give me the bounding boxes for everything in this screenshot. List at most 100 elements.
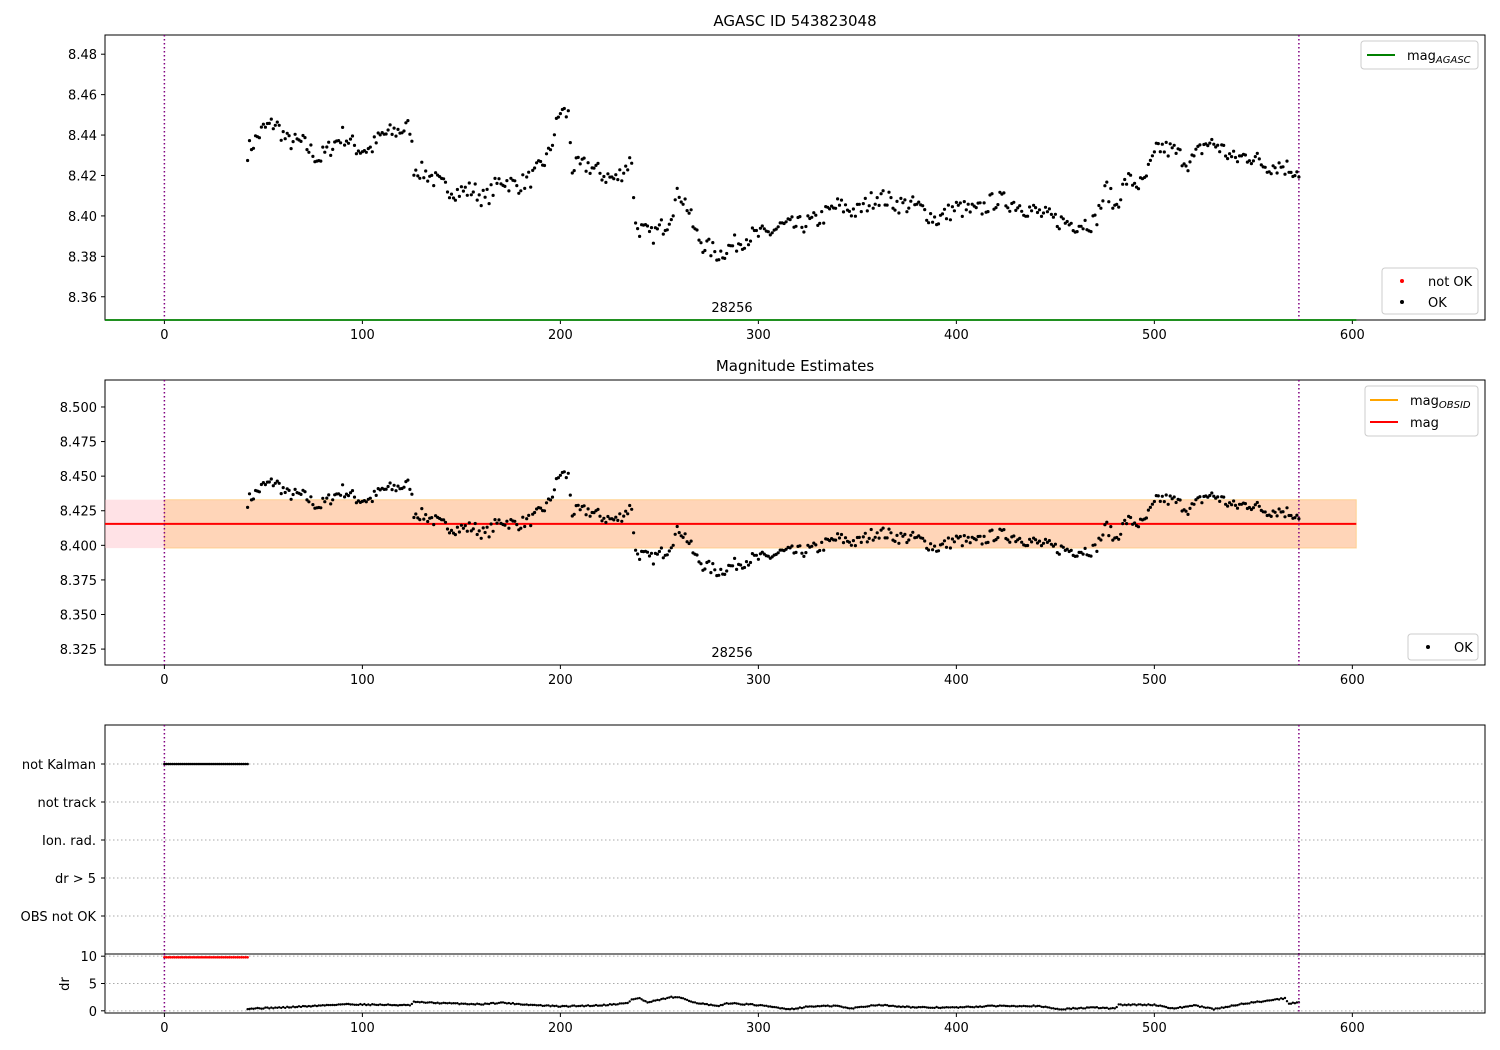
dr-point	[440, 1002, 443, 1005]
data-point	[527, 170, 531, 174]
data-point	[624, 164, 628, 168]
data-point	[1034, 206, 1038, 210]
data-point	[665, 553, 669, 557]
dr-point	[400, 1003, 404, 1007]
dr-not-ok-point	[192, 956, 196, 959]
flag-label: not track	[37, 796, 96, 811]
data-point	[673, 532, 677, 536]
data-point	[962, 200, 966, 204]
y-tick-label: 8.375	[60, 574, 97, 589]
dr-not-ok-point	[167, 956, 170, 959]
dr-not-ok-point	[212, 956, 216, 959]
panel-magnitude-annotation: 28256	[711, 646, 752, 661]
dr-point	[893, 1005, 897, 1008]
y-tick-label: 10	[80, 950, 97, 965]
data-point	[964, 208, 968, 212]
x-tick-label: 300	[746, 328, 771, 343]
data-point	[828, 207, 832, 211]
legend-frame	[1360, 40, 1479, 70]
data-point	[350, 489, 355, 493]
data-point	[533, 166, 537, 170]
flag-point	[175, 762, 178, 766]
data-point	[491, 529, 495, 533]
data-point	[495, 521, 499, 525]
data-point	[491, 193, 495, 197]
dr-point	[563, 1004, 566, 1008]
dr-point	[476, 1002, 479, 1005]
data-point	[1285, 506, 1289, 510]
data-point	[327, 140, 331, 144]
data-point	[1168, 494, 1172, 498]
data-point	[275, 120, 279, 124]
dr-point	[984, 1004, 988, 1008]
dr-point	[731, 1002, 734, 1005]
data-point	[960, 214, 964, 218]
data-point	[901, 534, 905, 538]
dr-point	[1240, 1002, 1243, 1005]
data-point	[657, 223, 662, 227]
data-point	[1041, 541, 1046, 545]
data-point	[760, 550, 764, 554]
dr-point	[792, 1007, 796, 1011]
data-point	[915, 202, 919, 206]
dr-point	[749, 1002, 752, 1006]
data-point	[1099, 538, 1103, 542]
data-point	[865, 540, 869, 544]
data-point	[269, 477, 273, 481]
data-point	[1200, 501, 1204, 505]
data-point	[564, 476, 568, 480]
data-point	[929, 212, 933, 216]
data-point	[675, 186, 679, 190]
dr-point	[1279, 997, 1283, 1000]
data-point	[592, 510, 596, 515]
data-point	[1123, 177, 1127, 182]
flag-point	[210, 762, 214, 766]
dr-point	[668, 996, 671, 999]
data-point	[725, 251, 729, 256]
data-point	[1269, 172, 1273, 176]
dr-point	[373, 1003, 376, 1006]
dr-point	[317, 1004, 320, 1007]
data-point	[931, 548, 935, 552]
dr-point	[1002, 1004, 1006, 1007]
data-point	[1170, 146, 1174, 150]
dr-point	[1190, 1004, 1194, 1008]
data-point	[602, 174, 606, 179]
data-point	[1144, 174, 1148, 178]
data-point	[921, 536, 925, 540]
data-point	[837, 536, 842, 540]
data-point	[645, 224, 650, 228]
dr-point	[507, 1001, 511, 1005]
dr-point	[978, 1005, 982, 1008]
data-point	[1008, 540, 1012, 544]
dr-point	[705, 1002, 709, 1006]
dr-point	[1273, 998, 1277, 1001]
data-point	[758, 226, 763, 230]
data-point	[952, 209, 957, 213]
dr-point	[428, 1001, 431, 1004]
flag-point	[173, 762, 176, 766]
data-point	[968, 210, 972, 214]
dr-point	[319, 1004, 322, 1007]
data-point	[1293, 174, 1297, 178]
flag-label: dr > 5	[55, 872, 96, 887]
data-point	[1065, 547, 1069, 551]
data-point	[451, 196, 456, 200]
data-point	[936, 222, 941, 226]
panel-dr: 0 100 200 300 400 500 600 0 5 10 dr	[58, 950, 1486, 1036]
dr-point	[1291, 1001, 1295, 1004]
data-point	[525, 175, 529, 179]
data-point	[582, 504, 586, 508]
x-tick-label: 500	[1142, 1021, 1167, 1036]
data-point	[978, 534, 982, 538]
data-point	[586, 507, 590, 511]
dr-point	[828, 1005, 831, 1008]
dr-point	[779, 1007, 782, 1010]
data-point	[836, 197, 840, 201]
data-point	[558, 112, 563, 116]
data-point	[1065, 219, 1069, 224]
data-point	[634, 221, 638, 225]
data-point	[895, 533, 899, 538]
dr-point	[567, 1005, 570, 1008]
dr-point	[650, 1000, 653, 1003]
